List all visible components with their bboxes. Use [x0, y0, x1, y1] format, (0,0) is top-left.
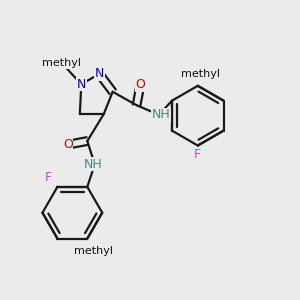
Text: O: O	[63, 138, 73, 151]
Text: methyl: methyl	[42, 58, 81, 68]
Text: N: N	[76, 78, 86, 91]
Text: N: N	[94, 68, 104, 80]
Text: methyl: methyl	[181, 69, 220, 79]
Text: NH: NH	[152, 108, 170, 121]
Text: O: O	[136, 78, 146, 92]
Text: F: F	[194, 148, 201, 161]
Text: methyl: methyl	[74, 246, 113, 256]
Text: F: F	[45, 171, 52, 184]
Text: NH: NH	[84, 158, 102, 171]
